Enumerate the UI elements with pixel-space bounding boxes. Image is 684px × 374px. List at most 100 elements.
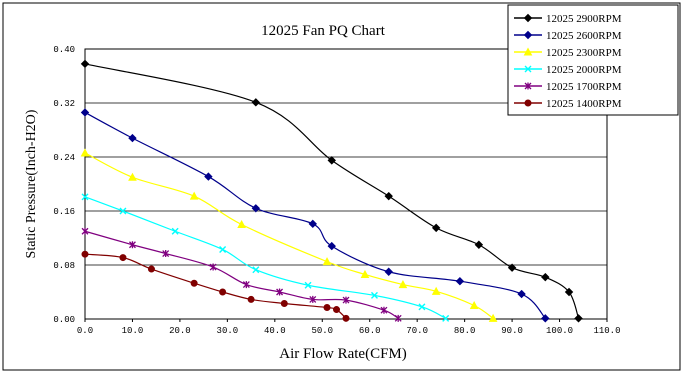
data-point [322, 257, 332, 266]
data-point [280, 299, 288, 307]
legend-label: 12025 2600RPM [546, 30, 622, 42]
series-1 [80, 59, 583, 323]
data-point [360, 269, 370, 278]
legend-box [507, 4, 679, 116]
data-point [384, 267, 393, 276]
data-point [80, 59, 90, 69]
grid-lines [85, 102, 607, 266]
data-point [333, 306, 341, 314]
series-3 [80, 148, 498, 322]
data-point [394, 314, 402, 322]
data-point [252, 266, 260, 274]
data-point [380, 306, 388, 314]
data-point [342, 296, 350, 304]
x-tick-label: 20.0 [169, 326, 191, 336]
data-point [431, 223, 441, 233]
data-point [219, 245, 227, 253]
legend-item: 12025 2300RPM [514, 47, 622, 59]
data-point [251, 204, 261, 213]
data-point [488, 313, 498, 322]
x-tick-label: 0.0 [77, 326, 93, 336]
data-point [81, 193, 89, 201]
y-tick-label: 0.00 [53, 315, 75, 325]
legend-item: 12025 2000RPM [514, 64, 622, 76]
series-2 [80, 108, 550, 323]
data-point [162, 250, 170, 258]
data-point [431, 286, 441, 295]
series-4 [81, 193, 450, 322]
data-point [147, 265, 155, 273]
x-tick-label: 90.0 [501, 326, 523, 336]
data-point [474, 240, 484, 249]
series-6 [81, 250, 350, 322]
x-tick-label: 50.0 [311, 326, 333, 336]
data-point [128, 133, 137, 143]
legend-label: 12025 1700RPM [546, 81, 622, 93]
legend-item: 12025 2600RPM [514, 30, 622, 42]
legend-swatch-marker [523, 47, 533, 56]
data-point [119, 207, 127, 215]
data-point [276, 288, 284, 296]
legend-label: 12025 1400RPM [546, 98, 622, 110]
x-axis-label: Air Flow Rate(CFM) [279, 346, 407, 362]
series-layer [80, 59, 583, 323]
data-point [209, 263, 217, 271]
y-axis-ticks: 0.00 0.08 0.16 0.24 0.32 0.40 [53, 45, 75, 325]
legend-swatch-marker [523, 13, 533, 23]
data-point [190, 279, 198, 287]
data-point [171, 227, 179, 235]
data-point [309, 295, 317, 303]
legend: 12025 2900RPM 12025 2600RPM 12025 2300RPM 1… [507, 4, 679, 116]
x-tick-label: 70.0 [406, 326, 428, 336]
data-point [469, 300, 479, 309]
chart-frame [2, 2, 681, 371]
data-point [517, 289, 526, 299]
legend-item: 12025 1400RPM [514, 98, 622, 110]
legend-item: 12025 1700RPM [514, 81, 622, 93]
data-point [128, 172, 137, 181]
data-point [418, 303, 426, 311]
data-point [237, 219, 246, 228]
data-point [384, 191, 393, 201]
legend-swatch-marker [524, 99, 532, 107]
y-tick-label: 0.08 [53, 261, 75, 271]
x-tick-label: 110.0 [593, 326, 620, 336]
data-point [247, 295, 255, 303]
data-point [574, 314, 583, 323]
data-point [308, 219, 317, 229]
legend-label: 12025 2900RPM [546, 13, 622, 25]
x-tick-label: 10.0 [122, 326, 144, 336]
data-point [81, 227, 89, 235]
x-axis-ticks: 0.0 10.0 20.0 30.0 40.0 50.0 60.0 70.0 80.0 90.0 1… [77, 319, 621, 336]
data-point [242, 281, 250, 289]
data-point [541, 314, 550, 323]
y-axis-label: Static Pressure(Inch-H2O) [24, 109, 39, 258]
legend-swatch-marker [523, 30, 533, 40]
legend-label: 12025 2300RPM [546, 47, 622, 59]
data-point [304, 281, 312, 289]
data-point [189, 191, 199, 200]
data-point [327, 156, 336, 165]
x-tick-label: 40.0 [264, 326, 286, 336]
legend-label: 12025 2000RPM [546, 64, 622, 76]
data-point [541, 272, 550, 282]
data-point [455, 276, 465, 286]
series-5 [81, 227, 402, 322]
data-point [370, 291, 378, 299]
data-point [323, 304, 331, 312]
data-point [398, 280, 408, 289]
chart-title: 12025 Fan PQ Chart [261, 23, 386, 39]
series-line [84, 152, 494, 319]
data-point [564, 287, 574, 297]
data-point [251, 98, 261, 107]
data-point [507, 263, 517, 272]
y-tick-label: 0.32 [53, 99, 75, 109]
data-point [219, 288, 227, 296]
data-point [342, 314, 350, 322]
data-point [128, 241, 136, 249]
series-line [84, 230, 399, 319]
series-line [84, 111, 546, 319]
legend-swatch-marker [524, 82, 532, 90]
y-tick-label: 0.40 [53, 45, 75, 55]
legend-item: 12025 2900RPM [514, 13, 622, 25]
